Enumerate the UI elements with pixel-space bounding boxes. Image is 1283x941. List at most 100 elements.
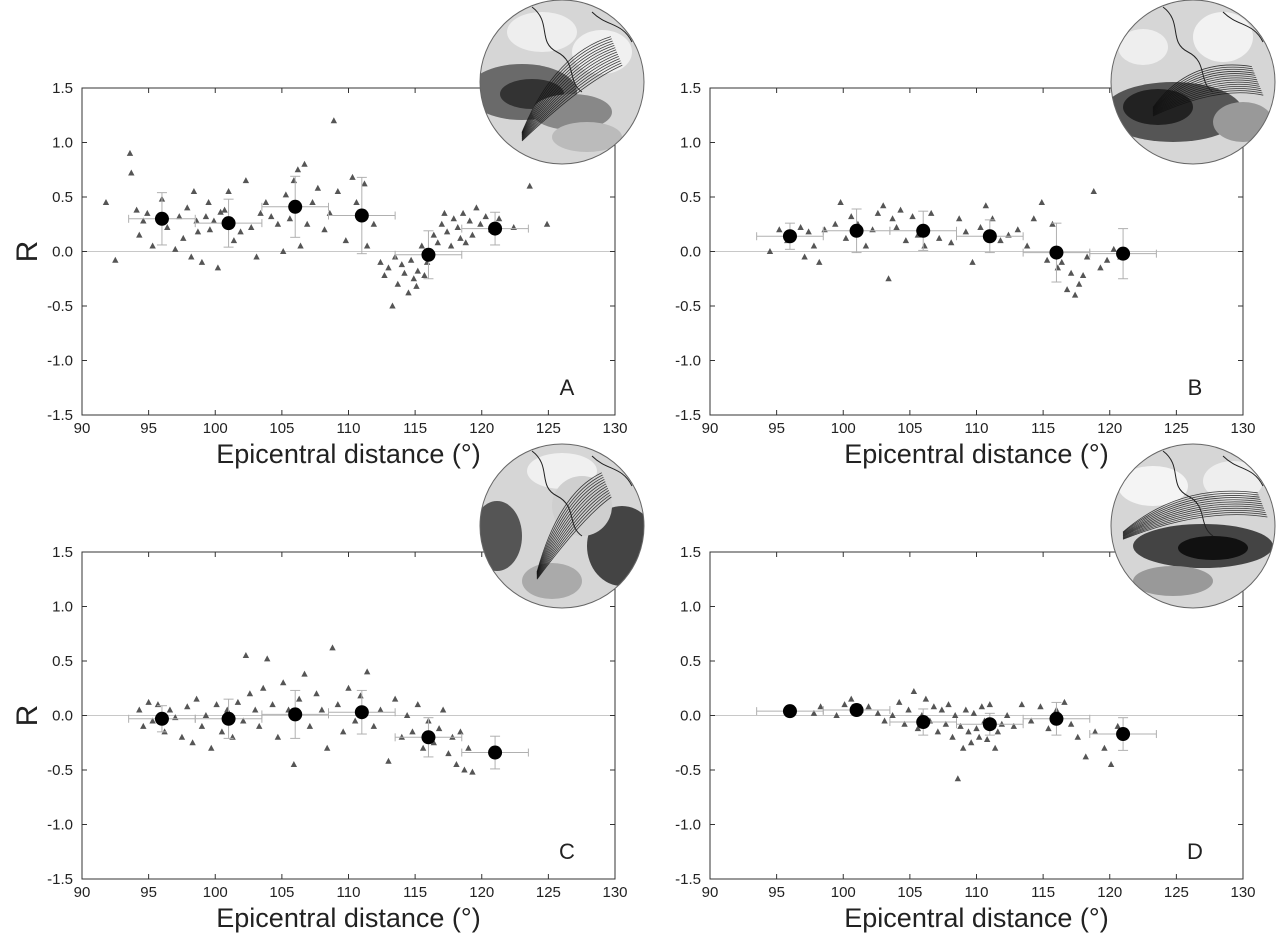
globe-shading	[522, 563, 582, 599]
scatter-point	[252, 706, 259, 713]
scatter-point	[246, 690, 254, 697]
y-tick-label: -1.5	[47, 407, 73, 424]
ray-path	[521, 38, 612, 134]
scatter-point	[326, 209, 334, 216]
x-tick-label: 115	[403, 884, 427, 901]
scatter-point	[210, 217, 218, 224]
scatter-point	[962, 706, 970, 713]
scatter-point	[262, 198, 270, 205]
scatter-point	[1049, 220, 1056, 227]
scatter-point	[905, 706, 912, 713]
scatter-point	[268, 213, 275, 220]
ray-path	[1152, 90, 1263, 116]
scatter-point	[330, 117, 338, 124]
ray-path	[1122, 490, 1258, 533]
scatter-point	[776, 226, 783, 233]
scatter-point	[112, 256, 119, 263]
x-tick-label: 95	[140, 884, 157, 901]
mean-point	[221, 216, 236, 231]
mean-series	[128, 175, 529, 280]
scatter-point	[1067, 720, 1075, 727]
scatter-point	[133, 206, 140, 213]
ray-path	[521, 64, 623, 142]
ray-path	[1122, 512, 1267, 540]
scatter-point	[469, 768, 476, 775]
scatter-point	[242, 177, 250, 184]
scatter-point	[930, 703, 938, 710]
ray-path	[521, 42, 614, 135]
y-tick-label: 0.0	[680, 244, 701, 261]
scatter-point	[945, 701, 952, 708]
ray-path	[521, 36, 611, 133]
scatter-point	[256, 722, 263, 729]
x-tick-label: 110	[965, 420, 989, 437]
mean-series	[128, 689, 529, 770]
scatter-point	[202, 213, 210, 220]
ray-path	[521, 45, 615, 136]
scatter-point	[942, 720, 950, 727]
globe-shading	[480, 501, 522, 571]
ray-path	[1152, 92, 1264, 117]
globe-shading	[1178, 536, 1248, 560]
scatter-point	[140, 722, 147, 729]
scatter-point	[385, 264, 392, 271]
x-axis-label: Epicentral distance (°)	[216, 903, 480, 933]
globe-shading	[552, 122, 622, 152]
scatter-point	[510, 224, 517, 231]
scatter-point	[817, 703, 824, 710]
mean-point	[982, 229, 997, 244]
scatter-point	[102, 198, 110, 205]
scatter-point	[418, 242, 425, 249]
scatter-point	[841, 701, 848, 708]
coastline	[531, 6, 583, 93]
globe-shading	[1203, 461, 1263, 501]
scatter-point	[234, 698, 242, 705]
scatter-point	[1030, 215, 1037, 222]
scatter-point	[477, 220, 484, 227]
scatter-point	[409, 728, 416, 735]
y-tick-label: 0.5	[680, 189, 701, 206]
ray-path	[536, 483, 607, 576]
globe-map-inset	[1110, 0, 1276, 165]
scatter-point	[237, 228, 244, 235]
scatter-point	[230, 237, 238, 244]
scatter-point	[837, 198, 844, 205]
mean-point	[1049, 711, 1064, 726]
ray-path	[536, 487, 609, 577]
panel-label: A	[560, 375, 575, 400]
ray-path	[1152, 75, 1257, 111]
scatter-point	[136, 231, 143, 238]
y-tick-label: 1.0	[680, 135, 701, 152]
ray-path	[536, 479, 605, 575]
globe-shading	[1193, 12, 1253, 62]
scatter-point	[445, 750, 452, 757]
ray-path	[536, 494, 611, 579]
mean-point	[288, 707, 303, 722]
scatter-point	[172, 245, 179, 252]
scatter-point	[881, 717, 888, 724]
scatter-point	[457, 728, 464, 735]
x-tick-label: 90	[702, 420, 719, 437]
scatter-point	[1075, 280, 1083, 287]
scatter-point	[140, 217, 147, 224]
scatter-point	[921, 242, 928, 249]
scatter-point	[893, 224, 900, 231]
ray-path	[536, 492, 610, 579]
ray-path	[521, 47, 616, 136]
scatter-point	[178, 733, 186, 740]
ray-path	[1152, 81, 1259, 113]
scatter-point	[321, 226, 328, 233]
globe-body	[480, 0, 644, 164]
scatter-point	[434, 239, 441, 246]
x-tick-label: 130	[602, 884, 627, 901]
scatter-point	[294, 166, 302, 173]
ray-path	[536, 474, 603, 573]
scatter-point	[495, 215, 503, 222]
scatter-point	[430, 231, 437, 238]
scatter-point	[414, 267, 421, 274]
scatter-point	[810, 709, 818, 716]
ray-path	[1152, 79, 1259, 113]
scatter-point	[934, 728, 942, 735]
scatter-point	[909, 213, 916, 220]
scatter-point	[198, 258, 206, 265]
